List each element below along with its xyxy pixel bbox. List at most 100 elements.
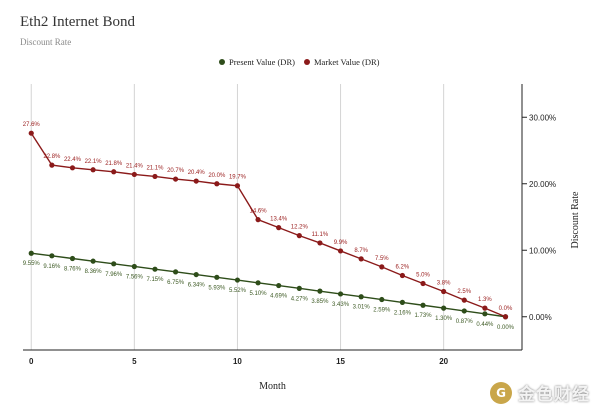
x-tick-label: 5: [132, 357, 137, 366]
data-label: 5.52%: [229, 288, 247, 294]
data-point: [420, 280, 426, 287]
data-label: 2.5%: [457, 289, 471, 295]
data-label: 7.5%: [375, 256, 389, 262]
data-point: [69, 165, 76, 171]
data-point: [337, 248, 344, 254]
data-label: 20.0%: [208, 173, 226, 179]
data-label: 1.3%: [478, 297, 492, 303]
data-point: [234, 183, 241, 189]
data-label: 4.27%: [291, 296, 309, 302]
data-point: [90, 258, 96, 264]
axes: 0 5 10 15 20 0.00% 10.00% 20.00% 30.00% Month Disc…: [23, 84, 581, 392]
series-layer: [28, 130, 509, 320]
data-labels: 9.55% 9.16% 8.76% 8.36% 7.96% 7.56% 7.15% 6.75%…: [23, 122, 515, 331]
legend-marker: [219, 59, 225, 65]
data-label: 11.1%: [312, 232, 329, 238]
y-tick-label: 20.00%: [529, 180, 556, 189]
series-line: [30, 132, 506, 318]
data-point: [461, 297, 467, 303]
data-point: [379, 264, 385, 270]
data-label: 22.8%: [43, 154, 61, 160]
data-label: 3.43%: [332, 302, 350, 308]
y-tick-label: 0.00%: [529, 313, 552, 322]
data-point: [111, 169, 117, 175]
data-point: [90, 167, 96, 173]
data-point: [152, 266, 158, 272]
data-label: 5.0%: [416, 273, 430, 279]
data-point: [152, 173, 158, 180]
data-point: [420, 302, 426, 308]
data-point: [69, 255, 76, 262]
watermark: G 金色财经: [490, 380, 590, 405]
data-label: 6.2%: [396, 265, 410, 271]
legend-marker: [304, 59, 310, 65]
chart-subtitle: Discount Rate: [20, 37, 72, 47]
data-point: [276, 225, 282, 231]
legend: Present Value (DR) Market Value (DR): [219, 57, 380, 67]
data-label: 4.69%: [270, 294, 288, 300]
data-point: [111, 261, 117, 267]
data-label: 20.7%: [167, 168, 185, 174]
brand-logo-icon: G: [490, 381, 512, 404]
data-label: 21.4%: [126, 163, 144, 169]
data-point: [172, 269, 179, 275]
x-tick-label: 10: [233, 357, 242, 366]
data-point: [234, 277, 241, 283]
data-point: [441, 288, 447, 295]
data-label: 9.9%: [334, 240, 348, 246]
data-point: [214, 274, 220, 280]
data-point: [379, 296, 385, 303]
y-tick-label: 10.00%: [529, 246, 556, 255]
data-label: 13.4%: [270, 217, 288, 223]
data-point: [399, 272, 406, 279]
data-point: [28, 250, 34, 256]
data-label: 7.15%: [146, 277, 164, 283]
data-point: [172, 176, 179, 182]
data-label: 0.00%: [497, 325, 515, 331]
data-point: [193, 178, 199, 184]
data-point: [131, 171, 137, 178]
data-label: 0.87%: [456, 319, 474, 325]
data-label: 12.2%: [291, 225, 309, 231]
data-point: [193, 271, 199, 278]
data-label: 3.8%: [437, 280, 451, 286]
data-label: 5.93%: [208, 285, 226, 291]
data-point: [441, 305, 447, 311]
data-label: 3.01%: [353, 305, 371, 311]
data-label: 2.59%: [373, 308, 391, 314]
data-point: [276, 282, 282, 289]
x-tick-label: 15: [336, 357, 345, 366]
y-tick-label: 30.00%: [529, 113, 556, 122]
data-point: [214, 181, 220, 187]
data-label: 5.10%: [250, 291, 268, 297]
data-label: 1.73%: [415, 313, 433, 319]
data-label: 22.4%: [64, 157, 82, 163]
x-tick-label: 0: [29, 357, 34, 366]
data-point: [317, 240, 323, 246]
data-point: [461, 308, 467, 314]
x-tick-label: 20: [439, 357, 448, 366]
data-label: 0.0%: [499, 306, 513, 312]
data-point: [49, 253, 55, 259]
data-label: 0.44%: [476, 322, 494, 328]
data-label: 9.16%: [43, 264, 61, 270]
legend-label: Present Value (DR): [229, 57, 295, 67]
data-point: [296, 233, 302, 239]
data-label: 6.34%: [188, 283, 206, 289]
data-point: [482, 305, 488, 311]
data-point: [317, 288, 323, 294]
data-label: 27.6%: [23, 122, 41, 128]
data-point: [337, 291, 344, 297]
data-label: 3.85%: [311, 299, 329, 305]
legend-label: Market Value (DR): [314, 57, 380, 67]
data-label: 6.75%: [167, 280, 185, 286]
data-label: 22.1%: [85, 159, 103, 165]
data-point: [49, 162, 55, 168]
data-label: 7.96%: [105, 272, 123, 278]
data-label: 8.7%: [354, 248, 368, 254]
data-label: 7.56%: [126, 274, 144, 280]
chart-title: Eth2 Internet Bond: [20, 14, 135, 30]
data-label: 2.16%: [394, 310, 412, 316]
data-label: 19.7%: [229, 175, 247, 181]
